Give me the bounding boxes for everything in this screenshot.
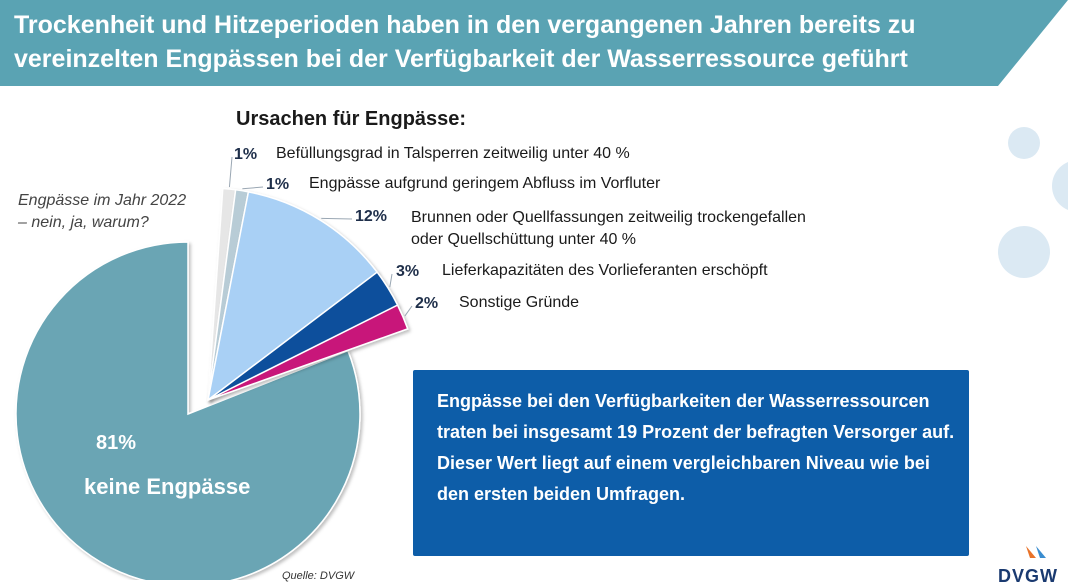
slice-description: Brunnen oder Quellfassungen zeitweilig t… (411, 209, 806, 226)
info-text: Engpässe bei den Verfügbarkeiten der Was… (437, 391, 955, 504)
pie-slice (207, 304, 409, 401)
main-slice-label: keine Engpässe (84, 474, 251, 499)
pie-slice (206, 191, 379, 402)
logo-text: DVGW (998, 566, 1058, 586)
slice-description: Sonstige Gründe (459, 294, 580, 311)
logo-mark-icon (1026, 546, 1046, 558)
deco-circle-3 (998, 226, 1050, 278)
slice-pct-label: 3% (396, 263, 420, 280)
slice-pct-label: 1% (234, 146, 258, 163)
slice-description: Befüllungsgrad in Talsperren zeitweilig … (276, 145, 630, 162)
slice-connector (321, 217, 353, 220)
main-slice-pct: 81% (96, 432, 137, 454)
slice-pct-label: 12% (355, 208, 388, 225)
causes-title: Ursachen für Engpässe: (236, 108, 467, 130)
slice-connector (242, 186, 264, 190)
slice-connector (228, 156, 233, 188)
slice-description: Lieferkapazitäten des Vorlieferanten ers… (442, 262, 768, 279)
deco-circle-2 (1052, 160, 1068, 212)
slice-connector (404, 305, 413, 317)
pie-slice-main (15, 241, 361, 580)
dvgw-logo: DVGW (996, 544, 1068, 586)
header-bar: Trockenheit und Hitzeperioden haben in d… (0, 0, 1068, 86)
slice-description: Engpässe aufgrund geringem Abfluss im Vo… (309, 175, 661, 192)
slice-pct-label: 1% (266, 176, 290, 193)
question-label: Engpässe im Jahr 2022 – nein, ja, warum? (18, 192, 187, 231)
info-box: Engpässe bei den Verfügbarkeiten der Was… (413, 370, 969, 556)
deco-circle-1 (1008, 127, 1040, 159)
slice-connector (389, 273, 393, 288)
slice-description-line2: oder Quellschüttung unter 40 % (411, 231, 637, 248)
source-label: Quelle: DVGW (282, 570, 355, 582)
slice-pct-label: 2% (415, 295, 439, 312)
page-title: Trockenheit und Hitzeperioden haben in d… (14, 11, 916, 73)
